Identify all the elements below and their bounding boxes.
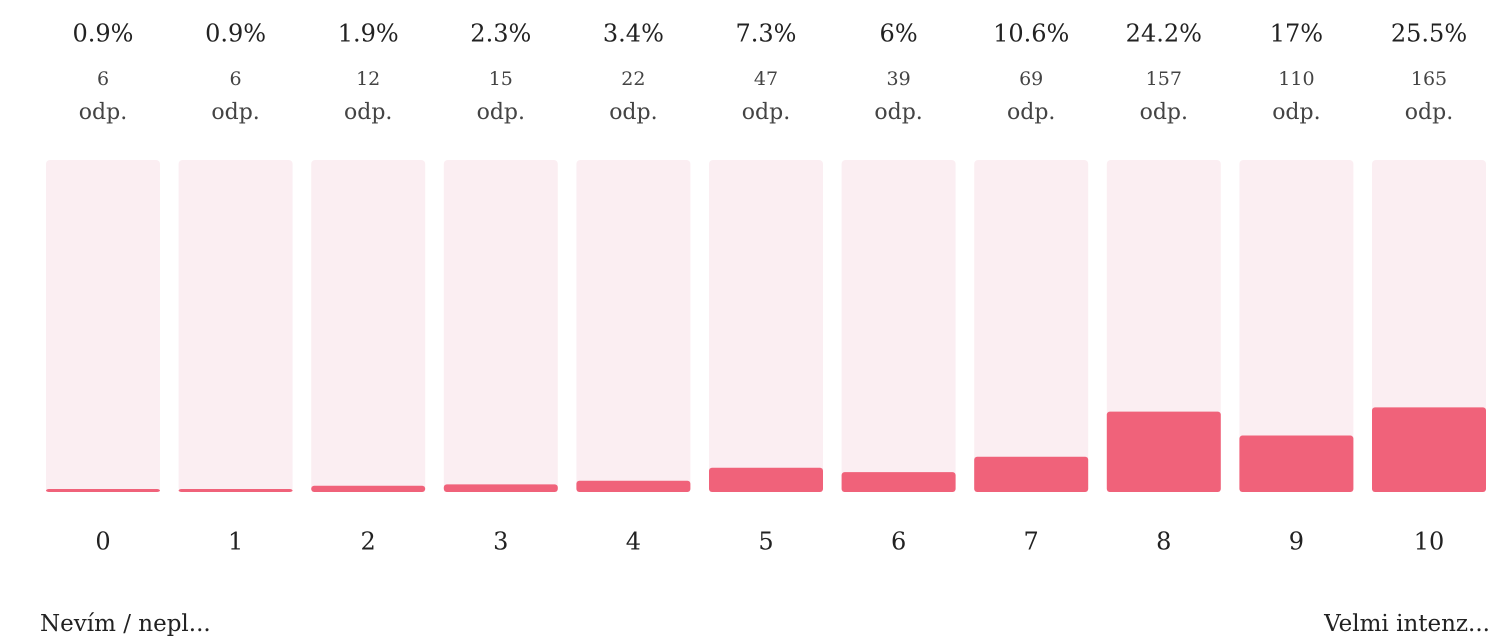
x-tick-label: 3 <box>493 528 508 556</box>
bar-track <box>974 160 1089 492</box>
bar <box>1106 411 1221 492</box>
count-unit: odp. <box>609 100 657 125</box>
bar-track <box>46 160 160 492</box>
x-tick-label: 8 <box>1156 528 1171 556</box>
bar-track <box>443 160 558 492</box>
bar-track <box>841 160 956 492</box>
max-label: Velmi intenz... <box>1323 611 1490 637</box>
x-tick-label: 10 <box>1414 528 1445 556</box>
percent-label: 10.6% <box>993 20 1069 48</box>
count-unit: odp. <box>211 100 259 125</box>
count-label: 12 <box>356 68 380 90</box>
percent-label: 24.2% <box>1126 20 1202 48</box>
bar <box>443 484 558 492</box>
percent-label: 17% <box>1270 20 1323 48</box>
min-label: Nevím / nepl... <box>40 611 211 637</box>
bar <box>311 485 426 492</box>
count-unit: odp. <box>344 100 392 125</box>
bar-track <box>576 160 691 492</box>
x-tick-label: 2 <box>361 528 376 556</box>
count-label: 15 <box>489 68 513 90</box>
bar-track <box>1239 160 1354 492</box>
percent-label: 0.9% <box>73 20 134 48</box>
percent-label: 1.9% <box>338 20 399 48</box>
bar-track <box>311 160 426 492</box>
x-tick-label: 9 <box>1289 528 1304 556</box>
percent-label: 7.3% <box>736 20 797 48</box>
x-tick-label: 7 <box>1024 528 1039 556</box>
bar <box>1239 435 1354 492</box>
count-unit: odp. <box>742 100 790 125</box>
bar-track <box>709 160 823 492</box>
bar-track <box>178 160 293 492</box>
percent-label: 3.4% <box>603 20 664 48</box>
count-unit: odp. <box>874 100 922 125</box>
count-label: 165 <box>1411 68 1447 90</box>
percent-label: 6% <box>880 20 918 48</box>
bar <box>841 472 956 492</box>
bar <box>709 467 823 492</box>
x-tick-label: 4 <box>626 528 641 556</box>
bar <box>576 480 691 492</box>
x-tick-label: 0 <box>95 528 110 556</box>
count-unit: odp. <box>1405 100 1453 125</box>
count-unit: odp. <box>1272 100 1320 125</box>
percent-label: 25.5% <box>1391 20 1467 48</box>
count-label: 69 <box>1019 68 1043 90</box>
count-unit: odp. <box>1007 100 1055 125</box>
bar <box>46 489 160 492</box>
x-tick-label: 1 <box>228 528 243 556</box>
x-tick-label: 6 <box>891 528 906 556</box>
count-unit: odp. <box>477 100 525 125</box>
count-unit: odp. <box>1140 100 1188 125</box>
bar <box>178 489 293 492</box>
count-label: 6 <box>97 68 109 90</box>
count-label: 47 <box>754 68 778 90</box>
percent-label: 2.3% <box>470 20 531 48</box>
count-label: 157 <box>1146 68 1182 90</box>
x-tick-label: 5 <box>758 528 773 556</box>
bar <box>1372 407 1486 492</box>
bar <box>974 456 1089 492</box>
bar-track <box>1106 160 1221 492</box>
count-label: 39 <box>887 68 911 90</box>
percent-label: 0.9% <box>205 20 266 48</box>
count-label: 6 <box>230 68 242 90</box>
count-label: 110 <box>1278 68 1314 90</box>
count-label: 22 <box>621 68 645 90</box>
count-unit: odp. <box>79 100 127 125</box>
